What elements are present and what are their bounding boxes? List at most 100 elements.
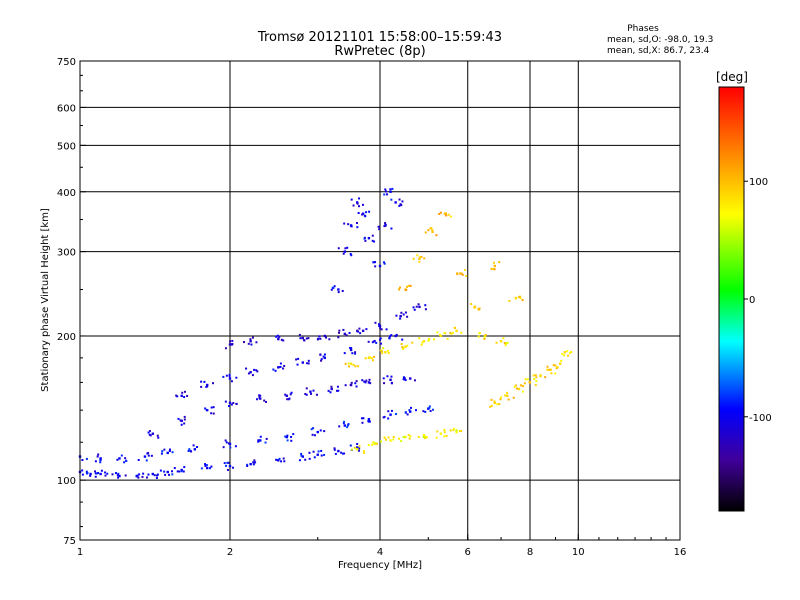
data-point (193, 448, 197, 451)
x-tick-label: 16 (674, 547, 687, 558)
data-point-scatter (227, 442, 230, 445)
data-point-scatter (123, 461, 126, 464)
data-point-scatter (359, 332, 362, 335)
data-point-scatter (284, 435, 287, 438)
data-point-scatter (284, 393, 287, 396)
data-point-scatter (465, 275, 468, 278)
data-point-scatter (395, 314, 398, 317)
data-point-scatter (95, 472, 98, 475)
data-point-scatter (86, 471, 89, 474)
data-point-scatter (401, 346, 404, 349)
data-point-scatter (377, 225, 380, 228)
data-point (228, 401, 232, 405)
data-point-scatter (319, 353, 322, 356)
y-axis-label: Stationary phase Virtual Height [km] (40, 208, 51, 392)
data-point (439, 334, 443, 338)
data-point (422, 340, 426, 343)
data-point-scatter (347, 223, 350, 226)
data-point-scatter (402, 348, 405, 351)
data-point-scatter (382, 377, 385, 380)
data-point-scatter (256, 370, 259, 373)
data-point (443, 212, 447, 215)
data-point-scatter (383, 193, 386, 196)
colorbar-ticks: 100 0 -100 (744, 177, 772, 424)
data-point-scatter (280, 338, 283, 341)
data-point-scatter (147, 454, 150, 457)
data-point-scatter (358, 447, 361, 450)
data-point-scatter (378, 228, 381, 231)
data-point-scatter (505, 391, 508, 394)
data-point-scatter (179, 419, 182, 422)
data-point-scatter (342, 328, 345, 331)
data-point-scatter (352, 204, 355, 207)
data-point-scatter (402, 435, 405, 438)
data-point-scatter (344, 384, 347, 387)
data-point-scatter (380, 350, 383, 353)
data-point-scatter (504, 394, 507, 397)
data-point-scatter (81, 469, 84, 472)
data-point-scatter (348, 331, 351, 334)
data-point-scatter (183, 466, 186, 469)
data-point-scatter (317, 337, 320, 340)
data-point-scatter (382, 347, 385, 350)
data-point-scatter (568, 352, 571, 355)
data-point-scatter (413, 308, 416, 311)
data-point (394, 201, 397, 204)
data-point (228, 442, 232, 446)
data-point-scatter (422, 436, 425, 439)
data-point-scatter (245, 367, 248, 370)
data-point-scatter (417, 303, 420, 306)
y-tick-label: 400 (57, 188, 76, 199)
data-point-scatter (398, 288, 401, 291)
data-point (389, 439, 392, 442)
data-point-scatter (533, 377, 536, 380)
data-point-scatter (347, 423, 350, 426)
data-point-scatter (252, 463, 255, 466)
data-point-scatter (137, 476, 140, 479)
data-point-scatter (493, 268, 496, 271)
data-point-scatter (335, 389, 338, 392)
data-point-scatter (315, 393, 318, 396)
data-point-scatter (325, 336, 328, 339)
data-point-scatter (375, 341, 378, 344)
data-point-scatter (183, 396, 186, 399)
data-point-scatter (495, 341, 498, 344)
data-point-scatter (508, 300, 511, 303)
data-point-scatter (357, 449, 360, 452)
data-point-scatter (357, 212, 360, 215)
data-point (151, 472, 155, 476)
data-point-scatter (374, 265, 377, 268)
data-point (337, 449, 340, 453)
data-point-scatter (400, 440, 403, 443)
data-point-scatter (192, 444, 195, 447)
data-point-scatter (255, 369, 258, 372)
data-point-scatter (424, 304, 427, 307)
data-point-scatter (235, 376, 238, 379)
data-point-scatter (283, 460, 286, 463)
data-point-scatter (124, 457, 127, 460)
data-point-scatter (234, 445, 237, 448)
data-point-scatter (425, 436, 428, 439)
data-point-scatter (387, 410, 390, 413)
data-point-scatter (145, 459, 148, 462)
data-point-scatter (180, 423, 183, 426)
data-point-scatter (424, 435, 427, 438)
data-point-scatter (212, 406, 215, 409)
data-point-scatter (224, 347, 227, 350)
data-point-scatter (117, 472, 120, 475)
data-point-scatter (449, 331, 452, 334)
data-point-scatter (265, 437, 268, 440)
data-point-scatter (361, 421, 364, 424)
data-point-scatter (498, 403, 501, 406)
data-point-scatter (435, 436, 438, 439)
data-point-scatter (183, 390, 186, 393)
data-point (355, 201, 359, 204)
data-point (301, 455, 305, 458)
data-point (549, 368, 552, 371)
data-point-scatter (190, 450, 193, 453)
data-point-scatter (358, 205, 361, 208)
data-point-scatter (473, 306, 476, 309)
data-point (277, 366, 280, 369)
data-point-scatter (200, 467, 203, 470)
data-point-scatter (365, 211, 368, 214)
